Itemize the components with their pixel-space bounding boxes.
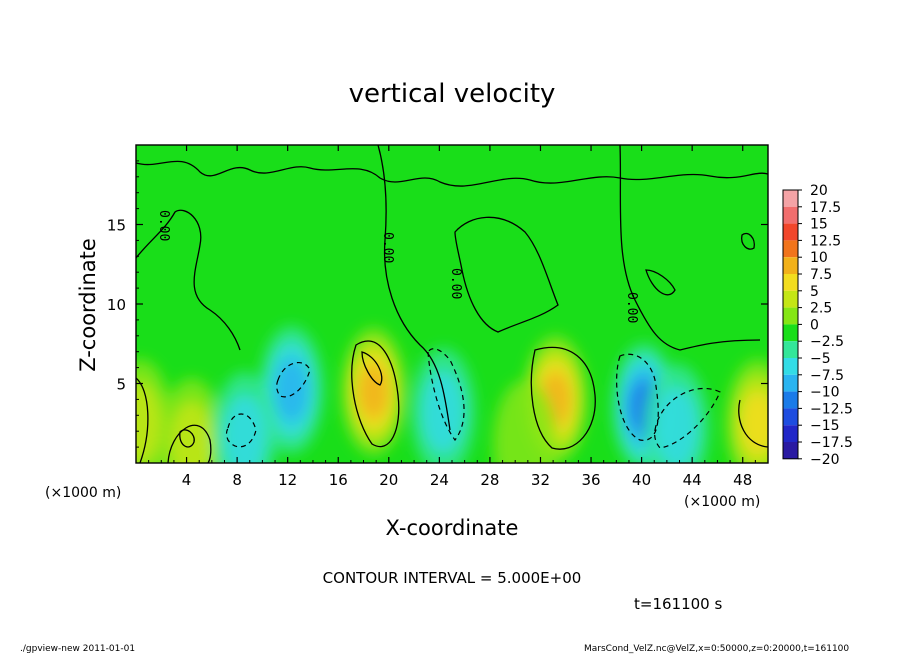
footer-right: MarsCond_VelZ.nc@VelZ,x=0:50000,z=0:2000… bbox=[584, 644, 849, 654]
footer-left: ./gpview-new 2011-01-01 bbox=[20, 644, 135, 654]
colorbar-segment bbox=[783, 358, 798, 375]
contour-label: 0.00 bbox=[624, 292, 639, 323]
heatmap-blob bbox=[421, 370, 465, 454]
y-tick-label: 10 bbox=[107, 296, 126, 314]
colorbar-segment bbox=[783, 408, 798, 426]
heatmap-blob bbox=[655, 386, 699, 463]
colorbar-label: −2.5 bbox=[810, 334, 844, 350]
colorbar-segment bbox=[783, 223, 798, 241]
colorbar-segment bbox=[783, 442, 798, 459]
colorbar-segment bbox=[783, 206, 798, 224]
x-axis-label: X-coordinate bbox=[386, 516, 519, 540]
x-unit-right: (×1000 m) bbox=[684, 494, 760, 510]
colorbar-segment bbox=[783, 391, 798, 409]
heatmap-blob bbox=[170, 400, 214, 463]
x-tick-label: 44 bbox=[683, 471, 702, 489]
colorbar-label: −12.5 bbox=[810, 401, 853, 417]
colorbar-segment bbox=[783, 190, 798, 207]
colorbar-label: 7.5 bbox=[810, 267, 832, 283]
colorbar-label: 10 bbox=[810, 250, 828, 266]
x-tick-label: 12 bbox=[278, 471, 297, 489]
chart-title: vertical velocity bbox=[349, 79, 556, 109]
x-tick-label: 40 bbox=[632, 471, 651, 489]
y-axis: 5 10 15 bbox=[107, 160, 768, 448]
heatmap-plot-area: 0.00 0.00 0.00 0.00 bbox=[136, 145, 768, 463]
x-tick-label: 4 bbox=[182, 471, 192, 489]
colorbar-segment bbox=[783, 307, 798, 325]
colorbar-segment bbox=[783, 341, 798, 358]
colorbar-segment bbox=[783, 290, 798, 308]
x-tick-label: 8 bbox=[232, 471, 242, 489]
contour-interval-text: CONTOUR INTERVAL = 5.000E+00 bbox=[323, 569, 582, 587]
colorbar-segment bbox=[783, 425, 798, 442]
contour-label: 0.00 bbox=[156, 210, 171, 241]
colorbar-label: 0 bbox=[810, 317, 819, 333]
contour-labels: 0.00 0.00 0.00 0.00 bbox=[156, 210, 639, 323]
heatmap-blob bbox=[274, 357, 309, 422]
contour-lines bbox=[136, 145, 768, 463]
x-tick-label: 48 bbox=[733, 471, 752, 489]
colorbar: 2017.51512.5107.552.50−2.5−5−7.5−10−12.5… bbox=[782, 183, 853, 468]
x-unit-left: (×1000 m) bbox=[45, 485, 121, 501]
heatmap-blob bbox=[493, 379, 558, 463]
x-tick-label: 16 bbox=[329, 471, 348, 489]
x-tick-label: 24 bbox=[430, 471, 449, 489]
x-tick-label: 20 bbox=[379, 471, 398, 489]
x-axis: 4 8 12 16 20 24 28 32 36 40 44 48 bbox=[148, 145, 756, 489]
colorbar-label: 5 bbox=[810, 284, 819, 300]
time-label: t=161100 s bbox=[634, 595, 722, 613]
colorbar-segment bbox=[783, 324, 798, 342]
colorbar-label: −10 bbox=[810, 385, 840, 401]
y-axis-label: Z-coordinate bbox=[76, 238, 100, 372]
colorbar-label: 2.5 bbox=[810, 301, 832, 317]
heatmap-blob bbox=[358, 364, 389, 419]
heatmap-blob bbox=[223, 394, 267, 463]
contour-label: 0.00 bbox=[448, 268, 463, 299]
y-tick-label: 5 bbox=[116, 376, 126, 394]
y-tick-label: 15 bbox=[107, 217, 126, 235]
x-tick-label: 32 bbox=[531, 471, 550, 489]
heatmap-features bbox=[136, 325, 768, 463]
heatmap-blob bbox=[740, 391, 768, 456]
x-tick-label: 28 bbox=[480, 471, 499, 489]
x-tick-label: 36 bbox=[581, 471, 600, 489]
colorbar-label: 15 bbox=[810, 217, 828, 233]
colorbar-label: −17.5 bbox=[810, 435, 853, 451]
colorbar-segment bbox=[783, 274, 798, 291]
colorbar-label: −7.5 bbox=[810, 368, 844, 384]
colorbar-segment bbox=[783, 374, 798, 392]
colorbar-label: 12.5 bbox=[810, 233, 841, 249]
contour-label: 0.00 bbox=[380, 232, 395, 263]
colorbar-segment bbox=[783, 257, 798, 274]
colorbar-label: −5 bbox=[810, 351, 831, 367]
colorbar-label: −20 bbox=[810, 452, 840, 468]
colorbar-label: 20 bbox=[810, 183, 828, 199]
heatmap-blob bbox=[136, 381, 162, 463]
negative-contours bbox=[225, 348, 721, 449]
colorbar-label: 17.5 bbox=[810, 200, 841, 216]
colorbar-label: −15 bbox=[810, 418, 840, 434]
colorbar-segment bbox=[783, 240, 798, 258]
